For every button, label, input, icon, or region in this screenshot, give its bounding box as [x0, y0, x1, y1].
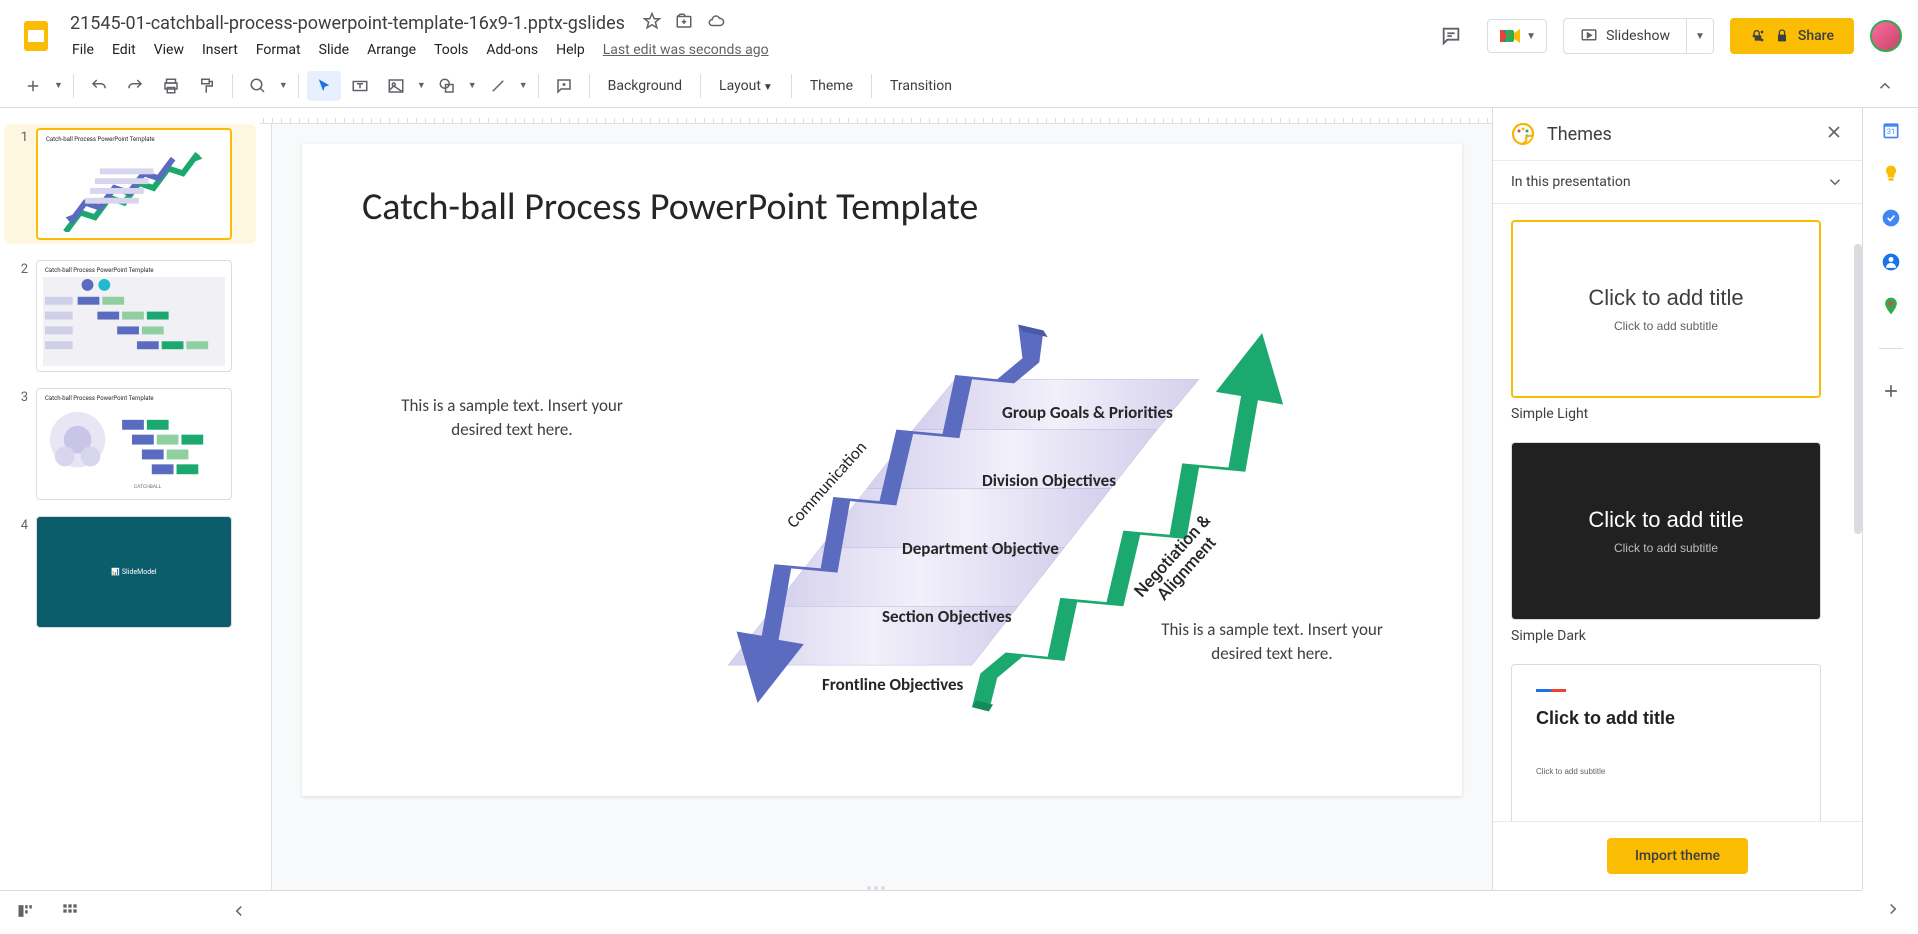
keep-icon[interactable]: [1881, 164, 1901, 184]
calendar-icon[interactable]: 31: [1881, 120, 1901, 140]
slide-thumb-2[interactable]: 2 Catch-ball Process PowerPoint Template: [8, 260, 252, 372]
select-tool[interactable]: [307, 71, 341, 101]
share-label: Share: [1798, 28, 1834, 44]
collapse-toolbar-icon[interactable]: [1868, 71, 1902, 101]
level-5-label: Frontline Objectives: [822, 674, 963, 695]
menu-slide[interactable]: Slide: [311, 38, 357, 62]
comment-tool[interactable]: [547, 71, 581, 101]
slide-thumb-4[interactable]: 4 📊 SlideModel: [8, 516, 252, 628]
slideshow-label: Slideshow: [1606, 28, 1670, 44]
menu-help[interactable]: Help: [548, 38, 593, 62]
theme-name-dark: Simple Dark: [1511, 628, 1844, 644]
slides-logo[interactable]: [16, 16, 56, 56]
close-icon[interactable]: [1824, 122, 1844, 146]
slide-title: Catch-ball Process PowerPoint Template: [362, 184, 978, 230]
menu-arrange[interactable]: Arrange: [359, 38, 424, 62]
textbox-tool[interactable]: [343, 71, 377, 101]
line-dropdown[interactable]: ▼: [517, 74, 530, 97]
menu-insert[interactable]: Insert: [194, 38, 246, 62]
theme-streamline[interactable]: Click to add title Click to add subtitle: [1511, 664, 1821, 821]
chevron-down-icon: ▼: [1526, 31, 1536, 42]
print-button[interactable]: [154, 71, 188, 101]
add-addon-icon[interactable]: [1881, 381, 1901, 401]
themes-title: Themes: [1547, 124, 1812, 145]
paint-format-button[interactable]: [190, 71, 224, 101]
app-header: 21545-01-catchball-process-powerpoint-te…: [0, 0, 1918, 64]
new-slide-dropdown[interactable]: ▼: [52, 74, 65, 97]
slide-thumb-1[interactable]: 1 Catch-ball Process PowerPoint Template: [4, 124, 256, 244]
theme-simple-light[interactable]: Click to add title Click to add subtitle: [1511, 220, 1821, 398]
share-button[interactable]: Share: [1730, 18, 1854, 54]
filmstrip-view-icon[interactable]: [16, 901, 36, 925]
zoom-dropdown[interactable]: ▼: [277, 74, 290, 97]
svg-text:CATCHBALL: CATCHBALL: [134, 484, 162, 490]
theme-simple-dark[interactable]: Click to add title Click to add subtitle: [1511, 442, 1821, 620]
shape-tool[interactable]: [430, 71, 464, 101]
canvas-area: Catch-ball Process PowerPoint Template T…: [260, 108, 1492, 890]
slideshow-dropdown[interactable]: ▼: [1687, 18, 1714, 54]
undo-button[interactable]: [82, 71, 116, 101]
shape-dropdown[interactable]: ▼: [466, 74, 479, 97]
menu-file[interactable]: File: [64, 38, 102, 62]
image-dropdown[interactable]: ▼: [415, 74, 428, 97]
toolbar: ▼ ▼ ▼ ▼ ▼ Background Layout▼ Theme Trans…: [0, 64, 1918, 108]
move-icon[interactable]: [675, 12, 693, 34]
ruler-vertical: [260, 124, 272, 890]
redo-button[interactable]: [118, 71, 152, 101]
menu-view[interactable]: View: [146, 38, 192, 62]
scrollbar-thumb[interactable]: [1854, 244, 1862, 534]
star-icon[interactable]: [643, 12, 661, 34]
menu-bar: File Edit View Insert Format Slide Arran…: [64, 38, 1431, 62]
theme-name-light: Simple Light: [1511, 406, 1844, 422]
menu-edit[interactable]: Edit: [104, 38, 144, 62]
main-area: 1 Catch-ball Process PowerPoint Template…: [0, 108, 1918, 890]
slide-thumb-3[interactable]: 3 Catch-ball Process PowerPoint Template…: [8, 388, 252, 500]
slide-canvas[interactable]: Catch-ball Process PowerPoint Template T…: [302, 144, 1462, 796]
transition-button[interactable]: Transition: [880, 72, 962, 100]
level-4-label: Section Objectives: [882, 606, 1012, 627]
line-tool[interactable]: [481, 71, 515, 101]
themes-body: Click to add title Click to add subtitle…: [1493, 204, 1862, 821]
new-slide-button[interactable]: [16, 71, 50, 101]
header-right: ▼ Slideshow ▼ Share: [1431, 16, 1902, 56]
ruler-horizontal: [260, 108, 1492, 124]
layout-button[interactable]: Layout▼: [709, 72, 783, 100]
tasks-icon[interactable]: [1881, 208, 1901, 228]
svg-text:31: 31: [1886, 127, 1894, 136]
maps-icon[interactable]: [1881, 296, 1901, 316]
meet-button[interactable]: ▼: [1487, 19, 1547, 53]
comments-icon[interactable]: [1431, 16, 1471, 56]
sample-text-left: This is a sample text. Insert your desir…: [382, 394, 642, 442]
zoom-button[interactable]: [241, 71, 275, 101]
background-button[interactable]: Background: [598, 72, 692, 100]
title-area: 21545-01-catchball-process-powerpoint-te…: [64, 11, 1431, 62]
level-1-label: Group Goals & Priorities: [1002, 402, 1173, 423]
menu-tools[interactable]: Tools: [426, 38, 476, 62]
themes-panel: Themes In this presentation Click to add…: [1492, 108, 1862, 890]
theme-button[interactable]: Theme: [800, 72, 863, 100]
cloud-icon[interactable]: [707, 12, 725, 34]
image-tool[interactable]: [379, 71, 413, 101]
user-avatar[interactable]: [1870, 20, 1902, 52]
right-sidebar: 31: [1862, 108, 1918, 890]
import-theme-button[interactable]: Import theme: [1607, 838, 1748, 874]
level-2-label: Division Objectives: [982, 470, 1116, 491]
collapse-filmstrip-icon[interactable]: [230, 902, 248, 924]
contacts-icon[interactable]: [1881, 252, 1901, 272]
bottom-bar: [0, 890, 1862, 934]
filmstrip: 1 Catch-ball Process PowerPoint Template…: [0, 108, 260, 890]
chevron-down-icon: [1826, 173, 1844, 191]
slideshow-button[interactable]: Slideshow: [1563, 18, 1687, 54]
palette-icon: [1511, 122, 1535, 146]
level-3-label: Department Objective: [902, 538, 1059, 559]
last-edit[interactable]: Last edit was seconds ago: [595, 38, 777, 62]
menu-format[interactable]: Format: [248, 38, 309, 62]
menu-addons[interactable]: Add-ons: [478, 38, 546, 62]
themes-section-toggle[interactable]: In this presentation: [1493, 161, 1862, 204]
show-sidebar-icon[interactable]: [1884, 900, 1902, 922]
doc-title[interactable]: 21545-01-catchball-process-powerpoint-te…: [64, 11, 631, 36]
grid-view-icon[interactable]: [60, 901, 80, 925]
